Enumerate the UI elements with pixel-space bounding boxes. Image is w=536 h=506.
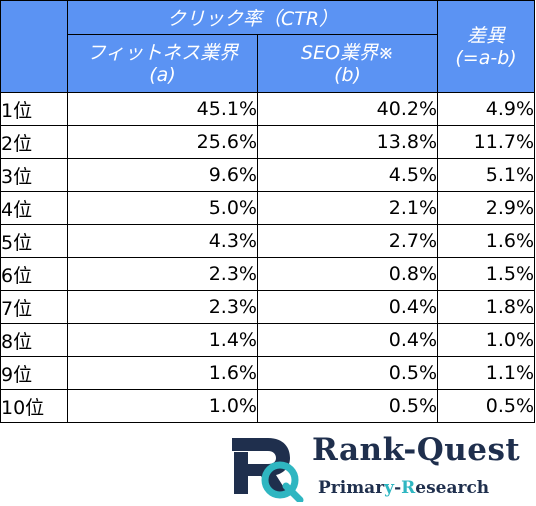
rank-cell: 3位 (0, 158, 68, 192)
header-rank-blank (0, 0, 68, 93)
diff-cell: 4.9% (437, 92, 536, 126)
table-row: 3位 9.6% 4.5% 5.1% (0, 158, 536, 192)
rank-cell: 4位 (0, 191, 68, 225)
fitness-ctr-cell: 1.4% (67, 323, 258, 357)
seo-ctr-cell: 2.1% (256, 191, 439, 225)
logo-sub-part2: - (394, 478, 402, 498)
diff-cell: 1.5% (437, 257, 536, 291)
fitness-ctr-cell: 4.3% (67, 224, 258, 258)
diff-cell: 1.6% (437, 224, 536, 258)
table-row: 5位 4.3% 2.7% 1.6% (0, 224, 536, 258)
logo-title-part1: Rank-Q (312, 432, 445, 468)
diff-cell: 0.5% (437, 389, 536, 423)
header-seo-label: SEO業界※ (301, 41, 394, 64)
table-row: 4位 5.0% 2.1% 2.9% (0, 191, 536, 225)
seo-ctr-cell: 4.5% (256, 158, 439, 192)
seo-ctr-cell: 0.4% (256, 323, 439, 357)
fitness-ctr-cell: 1.6% (67, 356, 258, 390)
fitness-ctr-cell: 45.1% (67, 92, 258, 126)
rank-cell: 8位 (0, 323, 68, 357)
table-row: 1位 45.1% 40.2% 4.9% (0, 92, 536, 126)
seo-ctr-cell: 0.5% (256, 356, 439, 390)
ctr-table: クリック率（CTR） 差異 (=a-b) フィットネス業界 (a) SEO業界※… (0, 0, 536, 423)
logo-sub-part1: Primar (318, 478, 385, 498)
rq-monogram-icon (232, 438, 304, 502)
header-diff: 差異 (=a-b) (437, 0, 536, 93)
table-row: 6位 2.3% 0.8% 1.5% (0, 257, 536, 291)
rank-cell: 6位 (0, 257, 68, 291)
logo-sub-accent1: y (384, 478, 395, 498)
rank-cell: 7位 (0, 290, 68, 324)
logo-subtitle: Primary-Research (318, 478, 489, 498)
header-fitness-key: (a) (149, 63, 176, 86)
logo-title: Rank-Quest (312, 432, 520, 468)
header-seo: SEO業界※ (b) (256, 34, 439, 93)
fitness-ctr-cell: 5.0% (67, 191, 258, 225)
seo-ctr-cell: 13.8% (256, 125, 439, 159)
diff-cell: 5.1% (437, 158, 536, 192)
rank-cell: 2位 (0, 125, 68, 159)
seo-ctr-cell: 0.8% (256, 257, 439, 291)
rank-cell: 1位 (0, 92, 68, 126)
diff-cell: 11.7% (437, 125, 536, 159)
table-row: 10位 1.0% 0.5% 0.5% (0, 389, 536, 423)
fitness-ctr-cell: 2.3% (67, 290, 258, 324)
rank-quest-logo: Rank-Quest Primary-Research (228, 432, 528, 502)
rank-cell: 10位 (0, 389, 68, 423)
seo-ctr-cell: 0.5% (256, 389, 439, 423)
header-ctr: クリック率（CTR） (66, 0, 439, 35)
header-fitness-label: フィットネス業界 (86, 41, 239, 64)
header-fitness: フィットネス業界 (a) (67, 34, 258, 93)
diff-cell: 1.1% (437, 356, 536, 390)
table-row: 9位 1.6% 0.5% 1.1% (0, 356, 536, 390)
ctr-comparison-sheet: クリック率（CTR） 差異 (=a-b) フィットネス業界 (a) SEO業界※… (0, 0, 536, 423)
logo-sub-accent2: R (401, 478, 416, 498)
header-seo-key: (b) (334, 63, 361, 86)
header-diff-formula: (=a-b) (455, 46, 517, 69)
diff-cell: 1.0% (437, 323, 536, 357)
header-diff-label: 差異 (467, 24, 506, 47)
seo-ctr-cell: 2.7% (256, 224, 439, 258)
table-row: 7位 2.3% 0.4% 1.8% (0, 290, 536, 324)
diff-cell: 1.8% (437, 290, 536, 324)
seo-ctr-cell: 0.4% (256, 290, 439, 324)
logo-sub-part3: esearch (415, 478, 490, 498)
logo-title-part2: uest (444, 432, 521, 468)
rank-cell: 5位 (0, 224, 68, 258)
fitness-ctr-cell: 2.3% (67, 257, 258, 291)
fitness-ctr-cell: 9.6% (67, 158, 258, 192)
fitness-ctr-cell: 1.0% (67, 389, 258, 423)
table-row: 2位 25.6% 13.8% 11.7% (0, 125, 536, 159)
table-row: 8位 1.4% 0.4% 1.0% (0, 323, 536, 357)
fitness-ctr-cell: 25.6% (67, 125, 258, 159)
diff-cell: 2.9% (437, 191, 536, 225)
seo-ctr-cell: 40.2% (256, 92, 439, 126)
rank-cell: 9位 (0, 356, 68, 390)
